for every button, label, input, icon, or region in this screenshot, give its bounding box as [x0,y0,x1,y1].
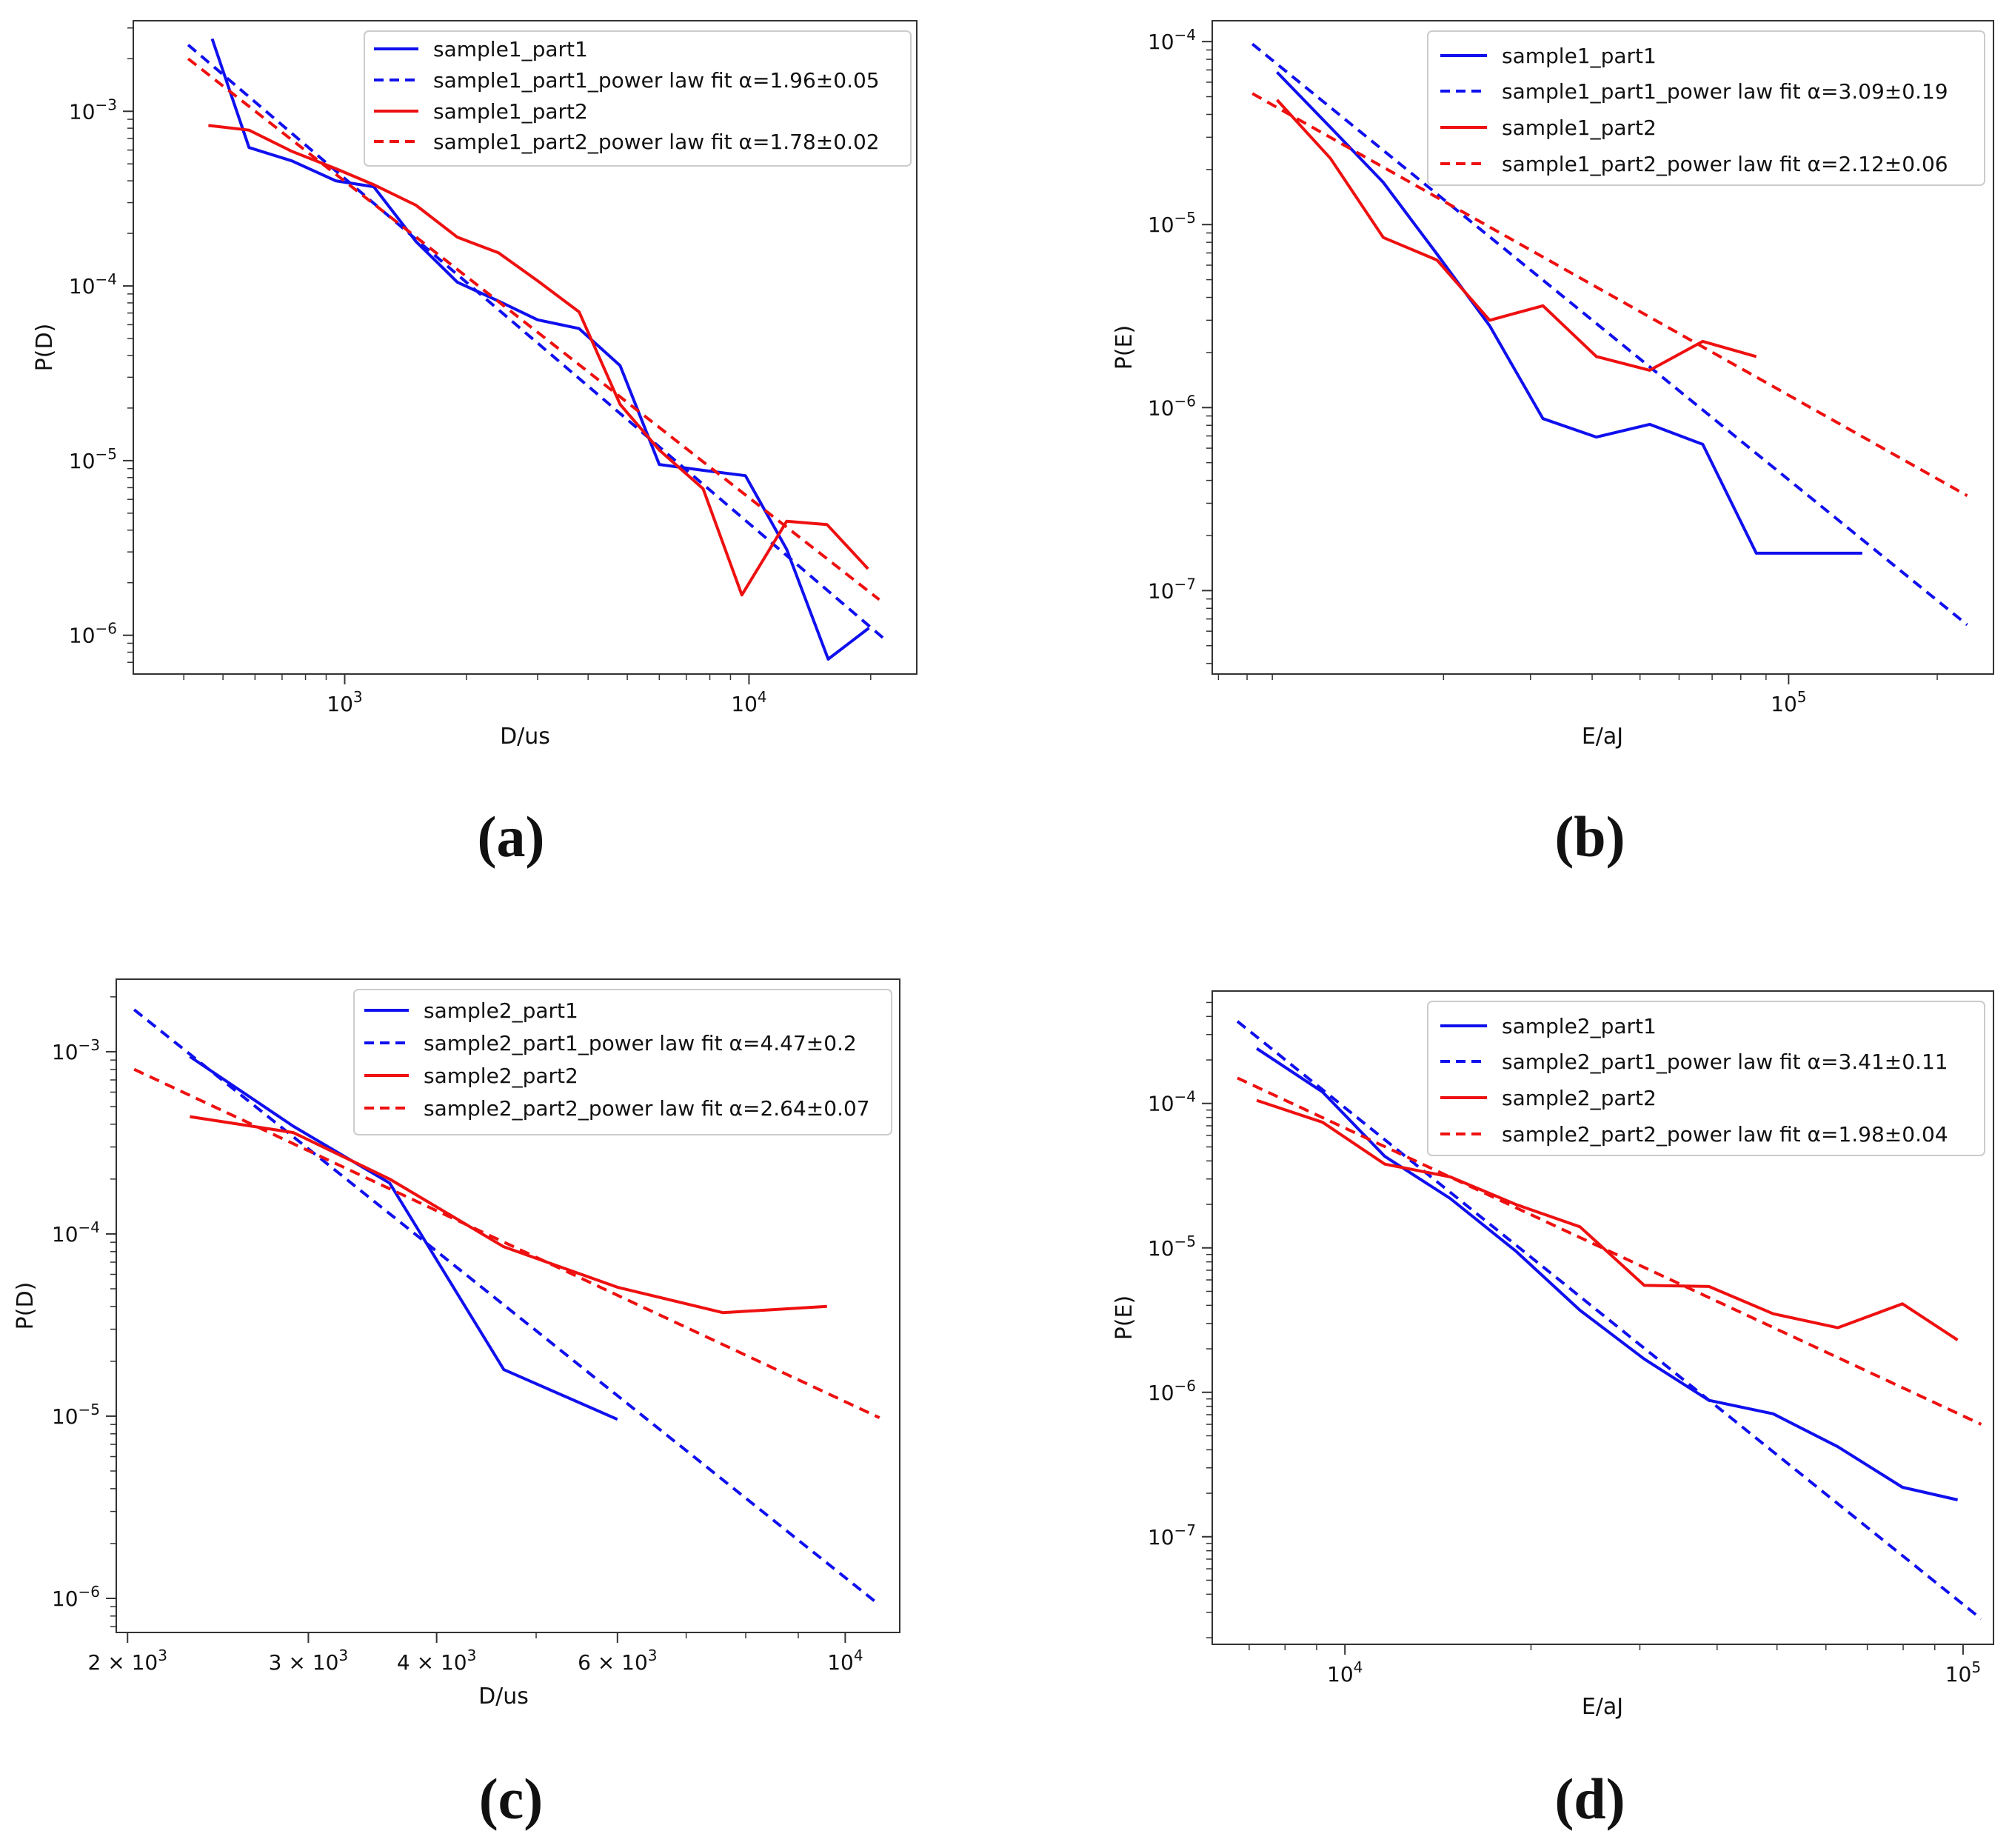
legend-label-sample2-part2: sample2_part2 [424,1064,578,1088]
y-axis-label: P(D) [13,1282,39,1330]
series-line-fit-red-3 [1237,1076,1982,1426]
y-tick-label: 10−6 [1148,392,1196,420]
y-ticks: 10−6 10−5 10−4 10−3 [69,27,133,663]
legend-label-sample1-part2-fit: sample1_part2_power law fit α=2.12±0.06 [1502,152,1948,176]
x-tick-label: 4 × 103 [397,1647,476,1675]
x-axis-label: D/us [478,1684,529,1709]
panel-label-c: (c) [479,1767,544,1831]
legend: sample1_part1 sample1_part1_power law fi… [1427,30,1985,186]
series-line-blue-0 [210,38,870,661]
series-line-fit-blue-1 [133,1008,880,1607]
legend: sample2_part1 sample2_part1_power law fi… [353,989,892,1135]
legend-label-sample2-part1: sample2_part1 [424,998,578,1023]
x-axis-label: E/aJ [1582,1694,1623,1720]
x-ticks: 105 [1217,674,1938,716]
series-line-fit-red-3 [133,1067,880,1419]
x-ticks: 2 × 103 3 × 103 4 × 103 6 × 103 104 [88,1632,863,1675]
legend-label-sample2-part1-fit: sample2_part1_power law fit α=3.41±0.11 [1502,1050,1948,1074]
legend-label-sample1-part2: sample1_part2 [433,99,588,124]
y-tick-label: 10−4 [1148,26,1196,54]
series-line-fit-blue-1 [1236,1020,1982,1621]
y-tick-label: 10−5 [52,1401,100,1429]
plot-frame [116,978,900,1633]
legend-label-sample1-part1: sample1_part1 [1502,44,1657,68]
series-line-fit-red-3 [1251,92,1968,497]
x-tick-label: 103 [327,688,362,716]
x-tick-label: 105 [1771,688,1806,716]
x-axis-label: D/us [500,724,550,750]
plot-frame [133,20,918,675]
y-tick-label: 10−6 [69,620,117,648]
y-axis-label: P(E) [1112,1295,1137,1340]
y-ticks: 10−7 10−6 10−5 10−4 [1148,26,1212,664]
legend-label-sample1-part1-fit: sample1_part1_power law fit α=3.09±0.19 [1502,79,1948,104]
x-tick-label: 104 [827,1647,863,1675]
series-line-red-2 [1256,1098,1959,1341]
series-layer [1251,42,1968,627]
panel-a: 103 104 10−6 10−5 10−4 10−3 D/us P(D) sample… [32,20,918,869]
y-tick-label: 10−6 [1148,1377,1196,1405]
y-tick-label: 10−6 [52,1583,100,1611]
panel-b: 105 10−7 10−6 10−5 10−4 E/aJ P(E) sample1_p… [1112,20,1994,869]
x-tick-label: 2 × 103 [88,1647,167,1675]
y-tick-label: 10−7 [1148,1521,1196,1550]
legend-label-sample1-part1-fit: sample1_part1_power law fit α=1.96±0.05 [433,68,880,93]
legend: sample1_part1 sample1_part1_power law fi… [364,30,912,167]
panel-d: 104 105 10−7 10−6 10−5 10−4 E/aJ P(E) sample… [1112,990,1994,1831]
legend-label-sample1-part2-fit: sample1_part2_power law fit α=1.78±0.02 [433,130,880,154]
x-ticks: 103 104 [183,674,872,716]
y-axis-label: P(E) [1112,325,1137,370]
x-tick-label: 3 × 103 [269,1647,348,1675]
series-layer [1236,1020,1982,1621]
plot-frame [1211,990,1994,1645]
panel-label-a: (a) [478,804,545,869]
legend-label-sample1-part1: sample1_part1 [433,37,588,61]
y-tick-label: 10−3 [52,1036,100,1064]
legend-label-sample2-part2-fit: sample2_part2_power law fit α=1.98±0.04 [1502,1122,1948,1147]
legend-box [364,30,912,167]
x-axis-label: E/aJ [1582,724,1623,750]
legend-label-sample2-part1-fit: sample2_part1_power law fit α=4.47±0.2 [424,1031,857,1055]
series-line-red-2 [1276,99,1757,372]
legend-label-sample2-part2-fit: sample2_part2_power law fit α=2.64±0.07 [424,1096,870,1121]
series-layer [187,38,889,661]
series-layer [133,1008,880,1607]
y-tick-label: 10−4 [1148,1088,1196,1116]
series-line-red-2 [208,124,869,597]
legend-box [353,989,892,1135]
y-ticks: 10−7 10−6 10−5 10−4 [1148,1001,1212,1638]
y-tick-label: 10−5 [1148,209,1196,237]
legend-label-sample1-part2: sample1_part2 [1502,116,1657,140]
legend-box [1427,1001,1985,1156]
panel-c: 2 × 103 3 × 103 4 × 103 6 × 103 104 10−6 10−5… [13,978,900,1831]
series-line-blue-0 [1255,1047,1959,1501]
series-line-blue-0 [189,1055,618,1421]
y-tick-label: 10−7 [1148,575,1196,603]
legend-label-sample2-part1: sample2_part1 [1502,1014,1657,1038]
x-tick-label: 6 × 103 [578,1647,657,1675]
x-ticks: 104 105 [1249,1644,1981,1687]
legend: sample2_part1 sample2_part1_power law fi… [1427,1001,1985,1156]
panel-label-d: (d) [1554,1767,1625,1831]
legend-box [1427,30,1985,186]
series-line-blue-0 [1276,71,1862,555]
y-tick-label: 10−4 [52,1218,100,1247]
y-tick-label: 10−5 [1148,1232,1196,1261]
y-tick-label: 10−5 [69,445,117,473]
y-tick-label: 10−4 [69,270,117,298]
x-tick-label: 105 [1945,1658,1981,1687]
series-line-fit-red-3 [187,57,880,601]
series-line-red-2 [190,1115,827,1315]
y-ticks: 10−6 10−5 10−4 10−3 [52,996,116,1627]
plot-frame [1211,20,1994,675]
panel-label-b: (b) [1554,804,1625,869]
legend-label-sample2-part2: sample2_part2 [1502,1086,1657,1110]
x-tick-label: 104 [731,688,766,716]
y-tick-label: 10−3 [69,96,117,124]
y-axis-label: P(D) [32,324,58,372]
series-line-fit-blue-1 [1251,42,1968,627]
x-tick-label: 104 [1327,1658,1363,1687]
